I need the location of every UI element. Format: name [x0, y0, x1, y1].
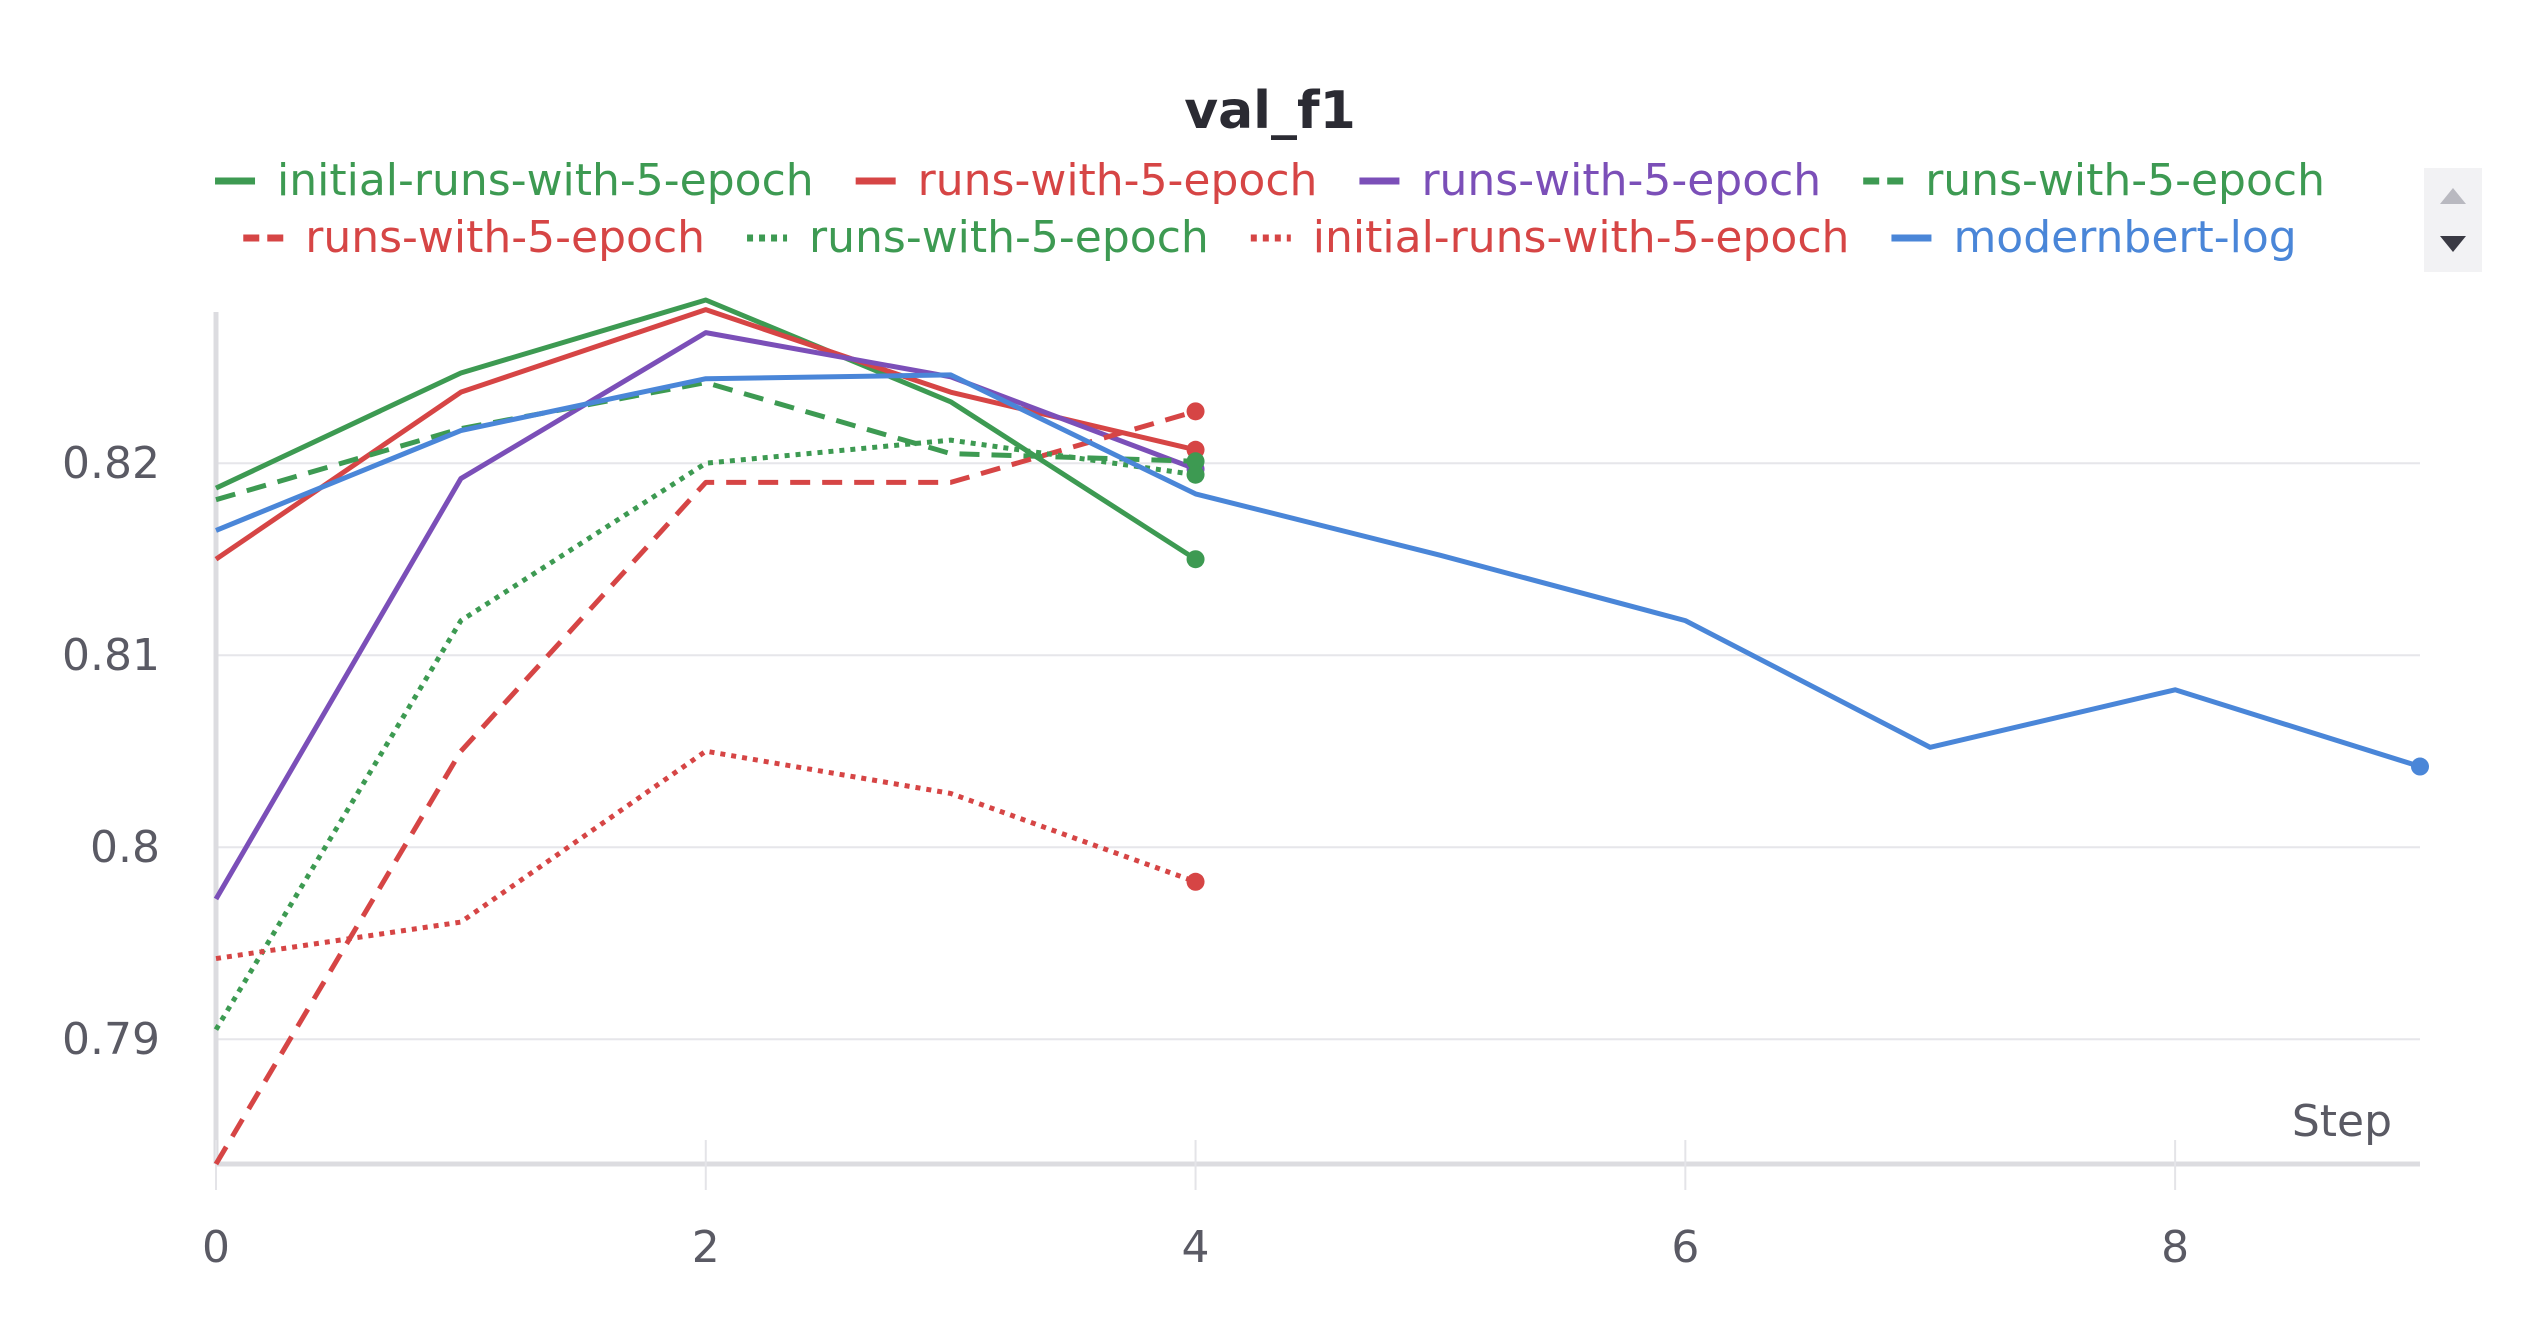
legend-scroll-track	[2424, 168, 2482, 272]
series-end-point-3	[1186, 452, 1205, 471]
series-end-point-0	[1186, 550, 1205, 569]
x-tick-label: 8	[2161, 1222, 2189, 1273]
series-line-5	[213, 437, 1196, 1031]
legend-label: modernbert-log	[1953, 212, 2296, 263]
legend-label: runs-with-5-epoch	[809, 212, 1209, 263]
series-end-point-4	[1186, 402, 1205, 421]
y-tick-label: 0.81	[62, 630, 160, 681]
legend-scroll-control[interactable]	[2424, 168, 2482, 272]
legend-item-7[interactable]: modernbert-log	[1891, 212, 2297, 263]
series-line-7	[215, 372, 2421, 769]
series-group	[213, 297, 2429, 1166]
legend-item-5[interactable]: runs-with-5-epoch	[747, 212, 1209, 263]
x-tick-label: 0	[202, 1222, 230, 1273]
chart-title: val_f1	[1184, 81, 1356, 141]
x-tick-label: 4	[1182, 1222, 1210, 1273]
series-line-0	[214, 297, 1197, 562]
x-axis-label: Step	[2292, 1096, 2392, 1147]
grid-lines	[216, 462, 2420, 1041]
legend-item-4[interactable]: runs-with-5-epoch	[243, 212, 705, 263]
x-tick-label: 6	[1671, 1222, 1699, 1273]
legend-label: runs-with-5-epoch	[305, 212, 705, 263]
legend-label: runs-with-5-epoch	[918, 155, 1318, 206]
x-tick-label: 2	[692, 1222, 720, 1273]
legend-label: runs-with-5-epoch	[1925, 155, 2325, 206]
series-line-4	[213, 408, 1197, 1166]
y-tick-label: 0.8	[90, 822, 160, 873]
tick-labels: 0.79 0.8 0.81 0.82 0 2 4 6 8	[62, 438, 2189, 1273]
legend-scroll-up-icon[interactable]	[2440, 188, 2466, 204]
legend-item-0[interactable]: initial-runs-with-5-epoch	[215, 155, 814, 206]
y-tick-label: 0.79	[62, 1014, 160, 1065]
series-line-1	[214, 307, 1197, 562]
series-line-6	[215, 748, 1197, 962]
series-end-point-7	[2411, 757, 2429, 776]
legend-scroll-down-icon[interactable]	[2440, 236, 2466, 252]
legend-label: initial-runs-with-5-epoch	[1313, 212, 1850, 263]
series-end-point-5	[1186, 465, 1205, 484]
series-line-3	[215, 380, 1196, 503]
axes	[213, 312, 2420, 1190]
legend-item-2[interactable]: runs-with-5-epoch	[1359, 155, 1821, 206]
series-end-point-6	[1186, 872, 1205, 891]
y-tick-label: 0.82	[62, 438, 160, 489]
legend-label: initial-runs-with-5-epoch	[277, 155, 814, 206]
legend-item-3[interactable]: runs-with-5-epoch	[1863, 155, 2325, 206]
legend: initial-runs-with-5-epoch runs-with-5-epo…	[215, 155, 2325, 263]
series-line-2	[213, 330, 1197, 901]
legend-label: runs-with-5-epoch	[1421, 155, 1821, 206]
legend-item-1[interactable]: runs-with-5-epoch	[855, 155, 1318, 206]
legend-item-6[interactable]: initial-runs-with-5-epoch	[1250, 212, 1850, 263]
